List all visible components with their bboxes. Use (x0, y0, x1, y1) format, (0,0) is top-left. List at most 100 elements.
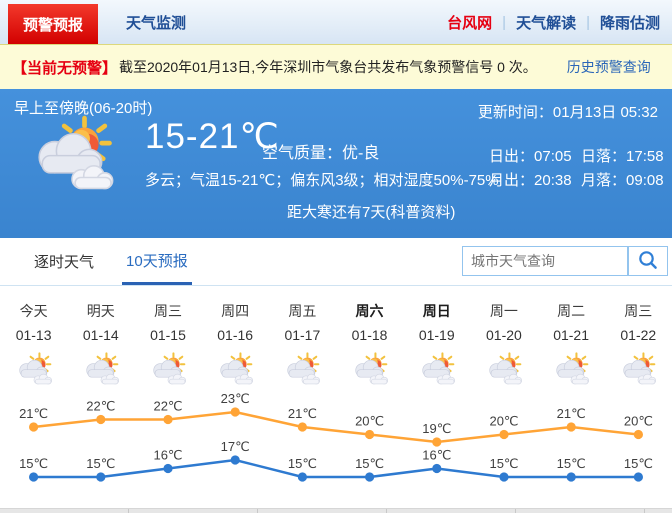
partly-cloudy-icon (470, 352, 537, 392)
low-temp-point (499, 472, 509, 482)
details-table-edge (0, 508, 672, 513)
day-name: 周三 (153, 303, 182, 319)
tab-alert-forecast[interactable]: 预警预报 (8, 4, 98, 44)
day-column[interactable]: 周五 01-17 (269, 298, 336, 392)
air-quality-label: 空气质量： (262, 145, 343, 162)
day-date: 01-21 (553, 327, 589, 343)
nav-divider: | (586, 13, 590, 31)
temp-label: 15℃ (288, 456, 317, 471)
ten-day-forecast: 今天 01-13 明天 01-14 周三 01-15 周四 01-16 周五 01-17 周六 01-… (0, 286, 672, 513)
high-temp-point (163, 414, 173, 425)
day-date: 01-14 (82, 327, 119, 343)
temp-label: 21℃ (557, 406, 586, 421)
high-temp-point (432, 437, 442, 447)
day-date: 01-22 (620, 327, 657, 343)
high-temp-point (499, 429, 509, 440)
high-temp-point (230, 407, 240, 417)
update-time: 更新时间：01月13日 05:32 (478, 101, 658, 122)
temp-label: 21℃ (19, 406, 48, 421)
high-temp-point (566, 422, 576, 432)
temp-label: 16℃ (153, 448, 182, 463)
day-column[interactable]: 周一 01-20 (470, 298, 537, 392)
tab-hourly-weather[interactable]: 逐时天气 (34, 254, 95, 271)
alert-message: 截至2020年01月13日,今年深圳市气象台共发布气象预警信号 0 次。 (119, 59, 537, 75)
nav-divider: | (502, 13, 507, 31)
low-temp-point (365, 472, 375, 482)
weather-description: 多云；气温15-21℃；偏东风3级；相对湿度50%-75% (145, 172, 499, 189)
low-temp-point (96, 472, 106, 482)
day-column[interactable]: 明天 01-14 (67, 298, 134, 392)
day-name: 周日 (422, 303, 451, 319)
low-temp-point (432, 463, 442, 474)
day-name: 周四 (221, 303, 250, 319)
forecast-period: 早上至傍晚(06-20时) (14, 100, 153, 117)
temp-label: 15℃ (557, 456, 586, 471)
temp-chart: 21℃ 22℃ 22℃ 23℃ 21℃ 20℃ 19℃ 20℃ 21℃ 20℃ 15℃ 15℃ 16℃ 1… (19, 391, 653, 482)
temp-label: 15℃ (86, 456, 115, 471)
air-quality-value: 优-良 (342, 145, 380, 162)
tab-weather-monitor[interactable]: 天气监测 (126, 14, 187, 32)
moonset: 月落：09:08 (581, 172, 664, 189)
high-temp-line (33, 410, 639, 444)
search-input[interactable] (462, 246, 628, 276)
temp-label: 15℃ (19, 456, 48, 471)
temp-label: 23℃ (221, 391, 250, 406)
low-temp-point (633, 472, 644, 482)
topnav-links: 台风网 | 天气解读 | 降雨估测 (447, 12, 660, 33)
history-alert-link[interactable]: 历史预警查询 (566, 59, 651, 75)
partly-cloudy-icon (269, 352, 336, 392)
nav-link-1[interactable]: 台风网 (447, 14, 493, 32)
day-column[interactable]: 今天 01-13 (0, 298, 67, 392)
day-column[interactable]: 周二 01-21 (538, 298, 605, 392)
day-date: 01-17 (284, 327, 321, 343)
day-column[interactable]: 周四 01-16 (202, 298, 269, 392)
low-temp-point (566, 472, 576, 482)
temp-label: 16℃ (422, 448, 451, 463)
update-time-value: 01月13日 05:32 (552, 104, 658, 121)
day-column[interactable]: 周六 01-18 (336, 298, 403, 392)
high-temp-point (297, 422, 307, 432)
alert-status-badge: 【当前无预警】 (12, 59, 118, 77)
day-date: 01-18 (351, 327, 388, 343)
solar-term-note[interactable]: 距大寒还有7天(科普资料) (287, 204, 456, 221)
search-icon (637, 249, 659, 274)
high-temp-point (365, 429, 375, 440)
temp-label: 20℃ (489, 414, 518, 429)
day-date: 01-13 (15, 327, 52, 343)
temp-label: 20℃ (624, 414, 653, 429)
day-date: 01-20 (486, 327, 522, 343)
air-quality: 空气质量：优-良 (262, 139, 379, 163)
tab-ten-day-forecast[interactable]: 10天预报 (122, 238, 192, 285)
temp-range: 15-21℃ (145, 117, 280, 156)
forecast-tab-row: 逐时天气 10天预报 (0, 238, 672, 286)
search-button[interactable] (628, 246, 668, 276)
day-column[interactable]: 周日 01-19 (403, 298, 470, 392)
temp-label: 21℃ (288, 406, 317, 421)
low-temp-point (28, 472, 39, 482)
day-date: 01-19 (418, 327, 455, 343)
day-name: 明天 (86, 303, 115, 319)
city-search (462, 246, 668, 276)
temp-label: 15℃ (355, 456, 384, 471)
day-column[interactable]: 周三 01-15 (134, 298, 201, 392)
nav-link-3[interactable]: 降雨估测 (599, 14, 660, 32)
temp-label: 17℃ (221, 439, 250, 454)
temp-label: 22℃ (86, 399, 115, 414)
partly-cloudy-icon (538, 352, 605, 392)
low-temp-point (163, 463, 173, 474)
temp-label: 15℃ (624, 456, 653, 471)
update-time-label: 更新时间： (477, 104, 553, 121)
partly-cloudy-icon (67, 352, 134, 392)
sunset: 日落：17:58 (581, 148, 664, 165)
nav-link-2[interactable]: 天气解读 (516, 14, 577, 32)
temp-label: 22℃ (153, 399, 182, 414)
day-column[interactable]: 周三 01-22 (605, 298, 672, 392)
partly-cloudy-icon (605, 352, 672, 392)
partly-cloudy-icon (0, 352, 67, 392)
high-temp-point (633, 429, 644, 440)
temp-label: 19℃ (422, 421, 451, 436)
partly-cloudy-icon (202, 352, 269, 392)
temp-label: 15℃ (489, 456, 518, 471)
moonrise: 月出：20:38 (489, 172, 572, 189)
temp-label: 20℃ (355, 414, 384, 429)
